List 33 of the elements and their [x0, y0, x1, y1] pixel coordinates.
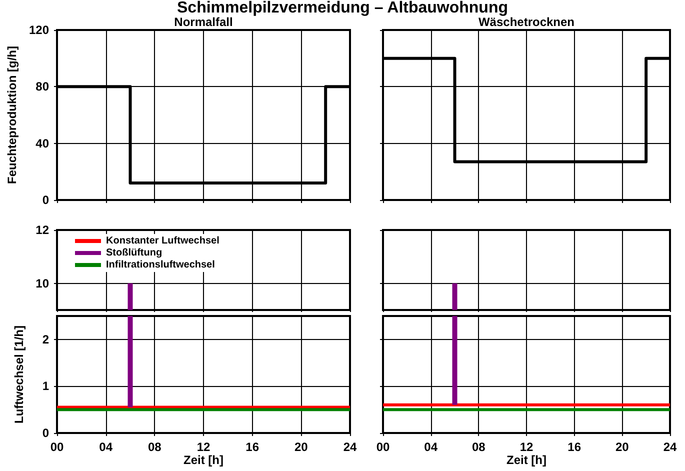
y-tick-label: 80: [36, 80, 50, 94]
y-tick-label: 0: [42, 426, 50, 440]
x-tick-label: 00: [376, 440, 390, 454]
legend-label: Stoßlüftung: [106, 248, 162, 258]
y-tick-label: 10: [36, 276, 50, 290]
x-tick-label: 08: [148, 440, 162, 454]
y-tick-label: 0: [42, 193, 50, 207]
legend-label: Konstanter Luftwechsel: [106, 236, 220, 246]
y-axis-title: Luftwechsel [1/h]: [12, 325, 26, 424]
x-tick-label: 16: [246, 440, 260, 454]
y-tick-label: 40: [36, 136, 50, 150]
y-tick-label: 12: [36, 223, 50, 237]
x-tick-label: 24: [343, 440, 357, 454]
legend-label: Infiltrationsluftwechsel: [106, 260, 216, 270]
x-tick-label: 04: [99, 440, 113, 454]
x-tick-label: 16: [568, 440, 582, 454]
y-tick-label: 1: [42, 379, 50, 394]
chart-title: Normalfall: [174, 15, 233, 29]
x-tick-label: 20: [294, 440, 308, 454]
x-axis-title: Zeit [h]: [184, 452, 224, 467]
x-tick-label: 04: [424, 440, 438, 454]
x-tick-label: 20: [615, 440, 630, 454]
y-axis-title: Feuchteproduktion [g/h]: [5, 46, 20, 184]
x-tick-label: 08: [472, 440, 486, 454]
x-tick-label: 12: [196, 440, 210, 454]
chart-title: Wäschetrocknen: [478, 15, 575, 29]
text: Schimmelpilzvermeidung – Altbauwohnung: [177, 0, 508, 16]
x-tick-label: 12: [520, 440, 534, 454]
y-tick-label: 2: [42, 332, 50, 346]
x-axis-title: Zeit [h]: [506, 452, 546, 467]
y-tick-label: 120: [28, 23, 50, 37]
x-tick-label: 00: [50, 440, 64, 454]
x-tick-label: 24: [663, 440, 677, 454]
